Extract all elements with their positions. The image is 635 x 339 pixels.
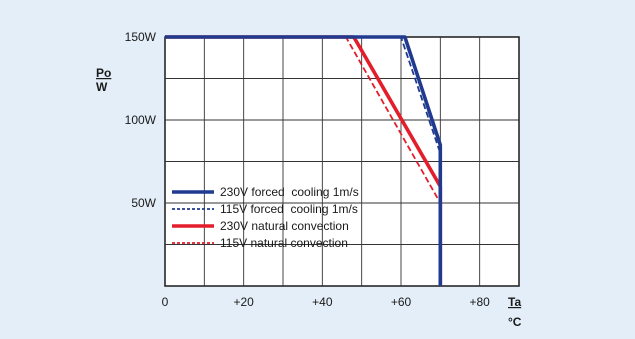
x-tick-label: +40 bbox=[312, 295, 333, 309]
x-tick-label: +60 bbox=[391, 295, 412, 309]
legend-label: 115V forced cooling 1m/s bbox=[220, 202, 358, 216]
legend-label: 230V natural convection bbox=[220, 219, 349, 233]
legend-label: 115V natural convection bbox=[220, 236, 348, 250]
x-tick-label: 0 bbox=[162, 295, 169, 309]
y-tick-label: 50W bbox=[131, 196, 156, 210]
y-tick-label: 150W bbox=[125, 30, 157, 44]
series-lines bbox=[165, 35, 443, 286]
legend: 230V forced cooling 1m/s 115V forced cool… bbox=[172, 185, 359, 250]
legend-label: 230V forced cooling 1m/s bbox=[220, 185, 359, 199]
y-axis-title: Po bbox=[96, 66, 111, 80]
x-tick-label: +80 bbox=[469, 295, 490, 309]
y-tick-label: 100W bbox=[125, 113, 157, 127]
x-axis-unit: °C bbox=[508, 315, 522, 329]
series-line bbox=[165, 35, 443, 286]
tick-labels: 0 +20 +40 +60 +80 50W 100W 150W bbox=[125, 30, 491, 309]
x-axis-title: Ta bbox=[508, 295, 521, 309]
y-axis-unit: W bbox=[96, 80, 108, 94]
x-tick-label: +20 bbox=[233, 295, 254, 309]
